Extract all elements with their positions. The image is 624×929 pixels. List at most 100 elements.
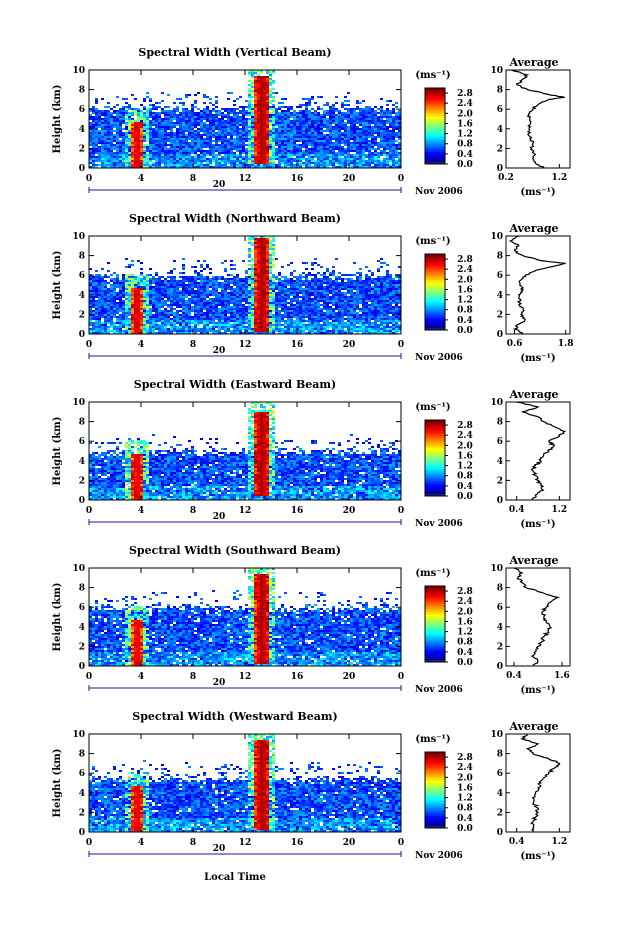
avg-y-tick-label: 0: [497, 828, 503, 838]
y-tick-label: 10: [72, 730, 85, 740]
y-tick-label: 2: [79, 310, 85, 320]
x-tick-label: 20: [343, 340, 356, 350]
average-profile: Average 0 2 4 6 8 10 0.4 1.2 (ms⁻¹): [490, 388, 571, 530]
avg-y-tick-label: 8: [497, 584, 503, 594]
x-tick-label: 0: [398, 506, 404, 516]
average-profile: Average 0 2 4 6 8 10 0.4 1.6 (ms⁻¹): [490, 554, 571, 696]
chart-title: Spectral Width (Eastward Beam): [134, 378, 336, 391]
chart-title: Spectral Width (Westward Beam): [132, 710, 337, 723]
avg-x-tick-label: 1.2: [551, 173, 567, 183]
average-frame: [505, 733, 571, 833]
colorbar-tick-label: 1.2: [457, 794, 473, 804]
average-title: Average: [508, 222, 558, 235]
colorbar-tick-label: 1.2: [457, 462, 473, 472]
avg-x-label: (ms⁻¹): [520, 851, 555, 862]
avg-x-tick-label: 1.6: [554, 671, 570, 681]
colorbar-tick-label: 1.2: [457, 628, 473, 638]
x-tick-label: 0: [398, 340, 404, 350]
day-label: 20: [213, 180, 226, 190]
y-tick-label: 0: [79, 662, 85, 672]
y-tick-label: 4: [79, 291, 85, 301]
chart-title: Spectral Width (Northward Beam): [129, 212, 341, 225]
colorbar-tick-label: 2.8: [457, 421, 473, 431]
average-line: [513, 567, 561, 667]
average-line: [516, 401, 567, 501]
x-tick-label: 12: [239, 174, 252, 184]
colorbar-tick-label: 0.8: [457, 140, 473, 150]
avg-y-tick-label: 2: [497, 310, 503, 320]
heatmap: [89, 568, 401, 666]
x-tick-label: 16: [291, 340, 304, 350]
x-tick-label: 4: [138, 506, 144, 516]
y-tick-label: 6: [79, 603, 85, 613]
heatmap: [89, 70, 401, 168]
x-tick-label: 20: [343, 838, 356, 848]
average-frame: [505, 235, 571, 335]
x-tick-label: 12: [239, 672, 252, 682]
day-label: 20: [213, 346, 226, 356]
avg-y-tick-label: 0: [497, 164, 503, 174]
colorbar-tick-label: 1.6: [457, 617, 473, 627]
x-tick-label: 0: [86, 838, 92, 848]
avg-y-tick-label: 4: [497, 291, 503, 301]
avg-x-tick-label: 0.4: [509, 505, 525, 515]
colorbar-tick-label: 2.8: [457, 89, 473, 99]
avg-y-tick-label: 2: [497, 808, 503, 818]
avg-y-tick-label: 2: [497, 476, 503, 486]
x-axis-label: Local Time: [204, 872, 266, 883]
x-tick-label: 20: [343, 672, 356, 682]
y-axis-label: Height (km): [52, 417, 63, 486]
colorbar-tick-label: 2.4: [457, 99, 473, 109]
colorbar-tick-label: 0.4: [457, 150, 473, 160]
avg-y-tick-label: 6: [497, 271, 503, 281]
x-tick-label: 12: [239, 340, 252, 350]
avg-x-label: (ms⁻¹): [520, 519, 555, 530]
avg-x-tick-label: 0.4: [506, 671, 522, 681]
avg-y-tick-label: 2: [497, 144, 503, 154]
avg-x-tick-label: 0.4: [509, 837, 525, 847]
y-tick-label: 2: [79, 642, 85, 652]
x-tick-label: 0: [86, 672, 92, 682]
average-line: [520, 734, 561, 833]
avg-y-tick-label: 6: [497, 105, 503, 115]
colorbar-tick-label: 2.8: [457, 255, 473, 265]
colorbar-tick-label: 0.8: [457, 306, 473, 316]
avg-y-tick-label: 0: [497, 662, 503, 672]
x-tick-label: 8: [190, 838, 196, 848]
average-title: Average: [508, 720, 558, 733]
y-axis-label: Height (km): [52, 749, 63, 818]
y-tick-label: 6: [79, 769, 85, 779]
x-tick-label: 0: [86, 340, 92, 350]
average-line: [508, 235, 566, 335]
y-axis-label: Height (km): [52, 251, 63, 320]
avg-y-tick-label: 8: [497, 750, 503, 760]
colorbar-tick-label: 2.0: [457, 773, 473, 783]
heatmap: [89, 402, 401, 500]
y-axis-label: Height (km): [52, 583, 63, 652]
x-tick-label: 4: [138, 340, 144, 350]
x-tick-label: 4: [138, 174, 144, 184]
colorbar-tick-label: 0.4: [457, 482, 473, 492]
x-tick-label: 20: [343, 506, 356, 516]
x-tick-label: 0: [398, 174, 404, 184]
colorbar-label: (ms⁻¹): [415, 734, 450, 745]
y-tick-label: 6: [79, 105, 85, 115]
avg-y-tick-label: 10: [490, 232, 503, 242]
colorbar-tick-label: 0.4: [457, 814, 473, 824]
day-label: 20: [213, 678, 226, 688]
avg-y-tick-label: 6: [497, 603, 503, 613]
chart-title: Spectral Width (Vertical Beam): [138, 46, 331, 59]
heatmap: [89, 236, 401, 334]
average-title: Average: [508, 56, 558, 69]
panel-3: Spectral Width (Southward Beam) 0 2 4 6 8 10 0 4…: [52, 544, 571, 696]
x-tick-label: 16: [291, 174, 304, 184]
colorbar-tick-label: 0.0: [457, 658, 473, 668]
colorbar: [424, 585, 446, 663]
colorbar-tick-label: 0.8: [457, 472, 473, 482]
avg-x-label: (ms⁻¹): [520, 187, 555, 198]
colorbar-tick-label: 1.2: [457, 296, 473, 306]
avg-x-tick-label: 1.2: [551, 837, 567, 847]
colorbar-tick-label: 1.2: [457, 130, 473, 140]
colorbar-tick-label: 2.0: [457, 109, 473, 119]
